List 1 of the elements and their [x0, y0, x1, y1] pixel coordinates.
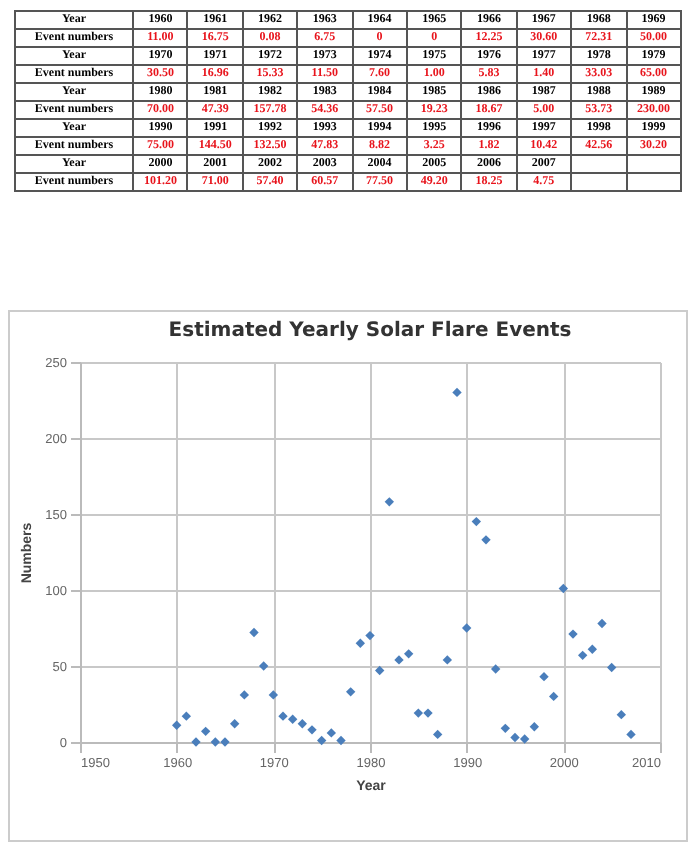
chart-title: Estimated Yearly Solar Flare Events	[168, 320, 572, 342]
